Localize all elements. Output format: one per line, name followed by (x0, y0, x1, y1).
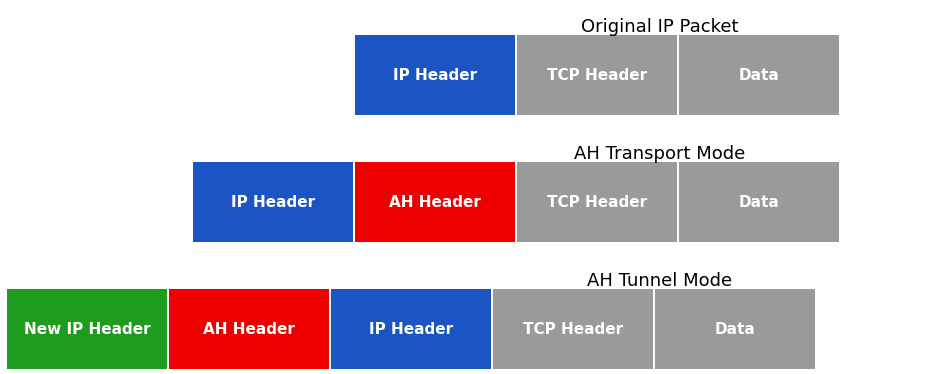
Bar (679, 35, 839, 115)
Bar (679, 162, 839, 242)
Bar (169, 289, 329, 369)
Bar (517, 162, 677, 242)
Bar (193, 162, 353, 242)
Text: AH Tunnel Mode: AH Tunnel Mode (587, 272, 732, 290)
Text: Original IP Packet: Original IP Packet (582, 18, 739, 36)
Bar (517, 35, 677, 115)
Bar (493, 289, 653, 369)
Text: Data: Data (739, 67, 780, 83)
Text: AH Transport Mode: AH Transport Mode (574, 145, 745, 163)
Text: TCP Header: TCP Header (547, 67, 647, 83)
Text: New IP Header: New IP Header (23, 322, 151, 337)
Bar (331, 289, 491, 369)
Text: TCP Header: TCP Header (547, 194, 647, 209)
Text: Data: Data (714, 322, 755, 337)
Bar (355, 162, 515, 242)
Bar (655, 289, 815, 369)
Text: IP Header: IP Header (231, 194, 315, 209)
Text: TCP Header: TCP Header (523, 322, 623, 337)
Bar (355, 35, 515, 115)
Text: IP Header: IP Header (393, 67, 477, 83)
Text: AH Header: AH Header (389, 194, 481, 209)
Text: Data: Data (739, 194, 780, 209)
Text: IP Header: IP Header (369, 322, 453, 337)
Bar (7, 289, 167, 369)
Text: AH Header: AH Header (203, 322, 295, 337)
